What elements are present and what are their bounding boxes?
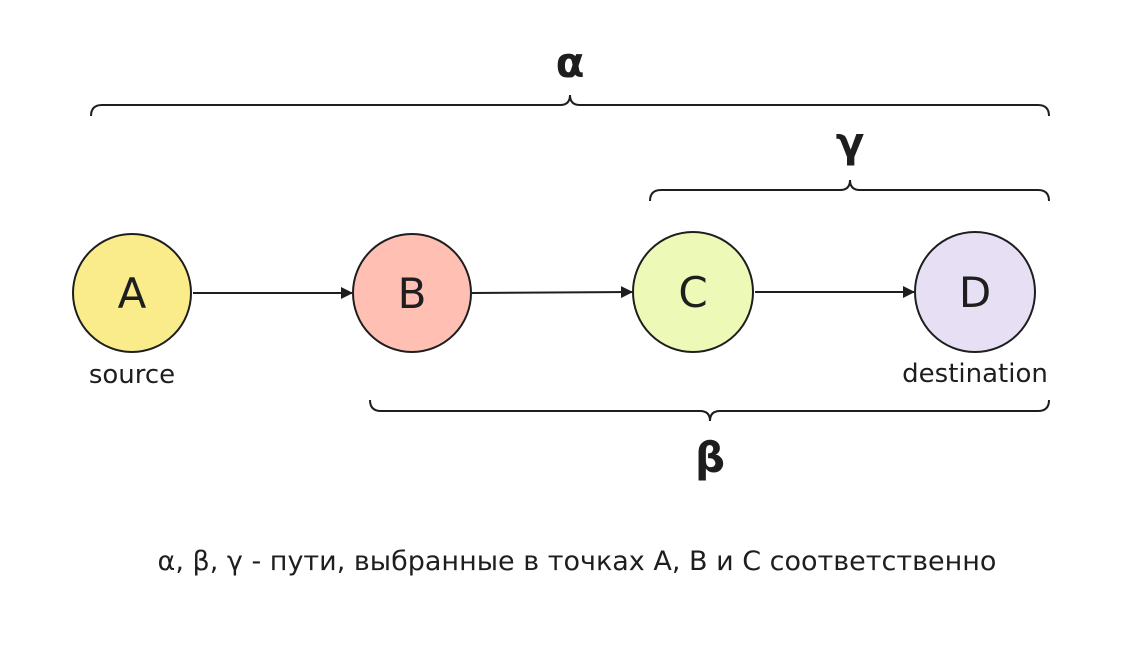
node-c: C bbox=[632, 231, 754, 353]
brace-label-gamma: γ bbox=[836, 118, 865, 167]
node-a-caption: source bbox=[89, 360, 175, 390]
node-d: D destination bbox=[902, 231, 1048, 389]
brace-label-alpha: α bbox=[556, 38, 585, 87]
node-b: B bbox=[352, 233, 472, 353]
node-c-letter: C bbox=[678, 268, 707, 317]
brace-label-beta: β bbox=[695, 433, 725, 482]
node-d-letter: D bbox=[959, 268, 991, 317]
node-c-circle bbox=[632, 231, 754, 353]
node-d-caption: destination bbox=[902, 359, 1048, 389]
node-b-circle bbox=[352, 233, 472, 353]
node-d-circle bbox=[914, 231, 1036, 353]
brace-gamma: γ bbox=[649, 118, 1050, 202]
node-a-circle bbox=[72, 233, 192, 353]
diagram-caption: α, β, γ - пути, выбранные в точках A, B … bbox=[158, 546, 997, 577]
node-b-letter: B bbox=[398, 269, 427, 318]
node-a-letter: A bbox=[118, 269, 147, 318]
edge-b-to-c bbox=[471, 286, 633, 299]
brace-alpha: α bbox=[90, 38, 1050, 117]
brace-beta: β bbox=[369, 399, 1050, 482]
node-a: A source bbox=[72, 233, 192, 390]
